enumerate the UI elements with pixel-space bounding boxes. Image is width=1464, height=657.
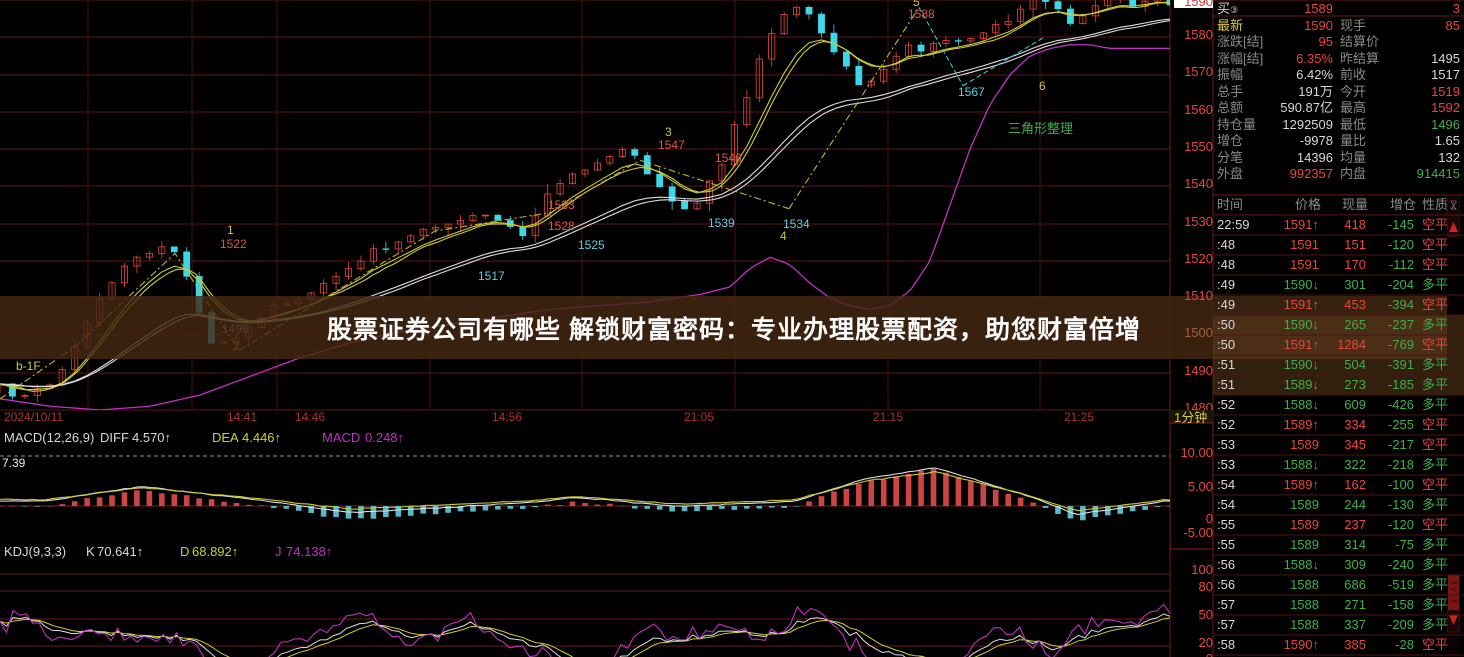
svg-text:7.39: 7.39 — [2, 456, 26, 470]
